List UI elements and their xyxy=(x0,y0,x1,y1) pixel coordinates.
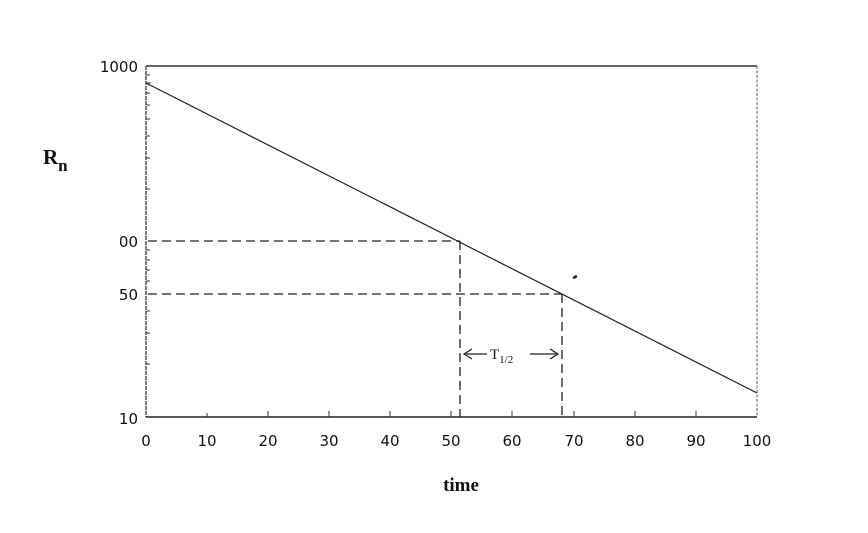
y-tick-10: 10 xyxy=(119,410,138,428)
x-tick-20: 20 xyxy=(258,432,277,450)
x-tick-100: 100 xyxy=(743,432,772,450)
x-tick-50: 50 xyxy=(441,432,460,450)
x-tick-40: 40 xyxy=(380,432,399,450)
x-tick-0: 0 xyxy=(141,432,151,450)
decay-line xyxy=(145,82,758,394)
y-tick-1000: 1000 xyxy=(100,58,138,76)
x-tick-10: 10 xyxy=(197,432,216,450)
x-tick-70: 70 xyxy=(564,432,583,450)
x-tick-90: 90 xyxy=(686,432,705,450)
x-axis-title: time xyxy=(443,475,479,496)
x-tick-30: 30 xyxy=(319,432,338,450)
x-axis-ticks xyxy=(206,411,697,417)
y-axis-title: Rn xyxy=(43,145,68,175)
half-life-annotation: T1/2 xyxy=(462,347,560,366)
right-arrow-icon xyxy=(549,348,560,360)
y-tick-100: 00 xyxy=(119,233,138,251)
reference-lines xyxy=(148,240,563,417)
left-arrow-icon xyxy=(462,348,473,360)
scan-speck xyxy=(572,275,578,279)
y-axis-ticks xyxy=(146,74,151,365)
x-tick-80: 80 xyxy=(625,432,644,450)
y-tick-50: 50 xyxy=(119,286,138,304)
x-tick-60: 60 xyxy=(502,432,521,450)
x-tick-labels: 0 10 20 30 40 50 60 70 80 90 100 xyxy=(141,432,771,450)
t-half-label: T1/2 xyxy=(490,347,513,366)
y-tick-labels: 1000 00 50 10 xyxy=(100,58,138,428)
